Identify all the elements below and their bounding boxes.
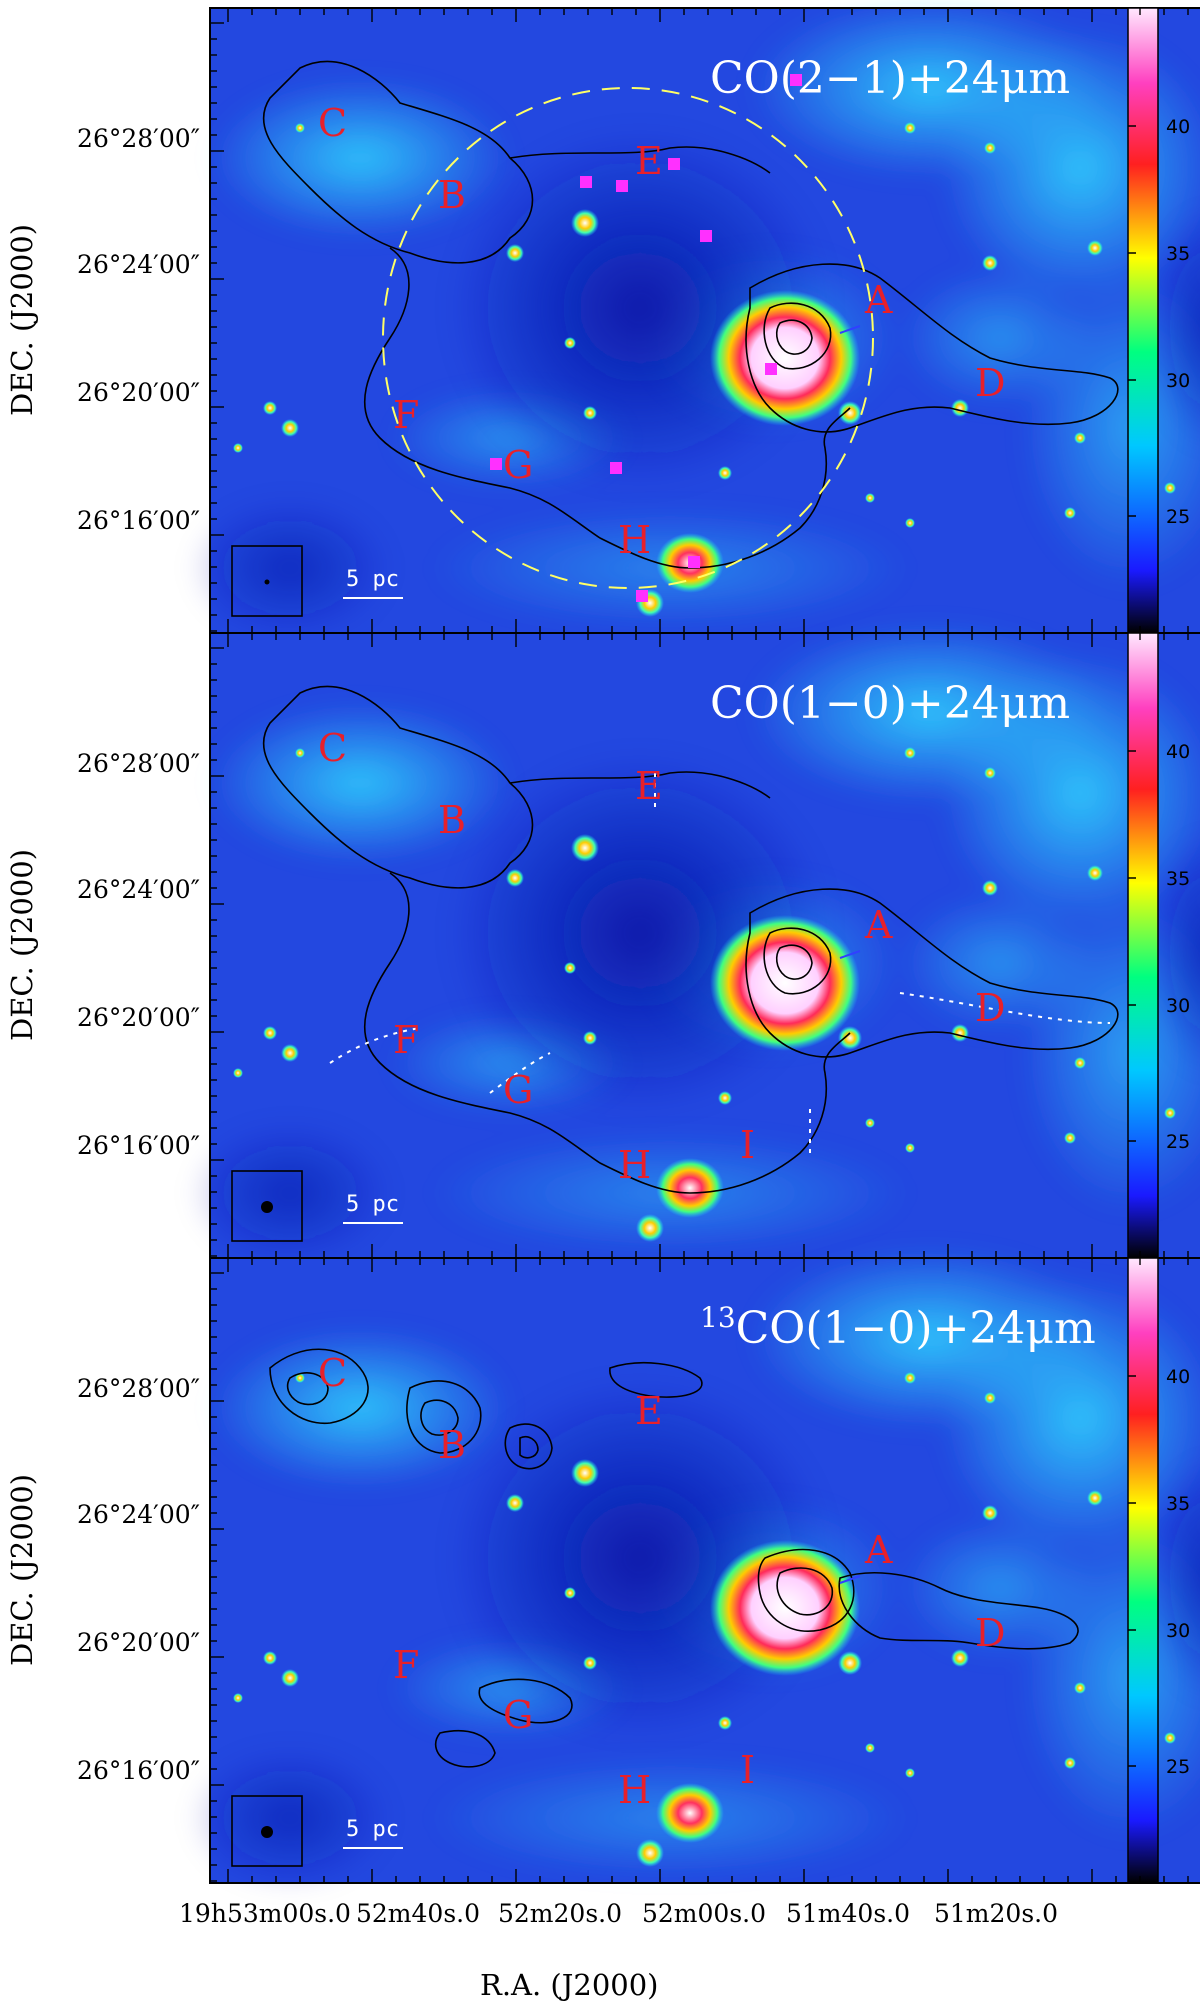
dec-tick-label: 26°16′00″ (77, 1756, 200, 1785)
x-axis-title: R.A. (J2000) (480, 1968, 659, 2002)
colorbar-3 (1127, 1257, 1159, 1884)
panel-3: 13CO(1−0)+24μm A B C D E F G H I 5 pc (190, 1248, 1200, 1888)
colorbar-tick-label: 40 (1166, 741, 1190, 763)
colorbar-tick-label: 25 (1166, 1756, 1190, 1778)
panel-3-title-superscript: 13 (700, 1301, 736, 1334)
colorbar-tick-label: 25 (1166, 1131, 1190, 1153)
panel-3-label-c: C (318, 1351, 347, 1395)
dec-tick-label: 26°20′00″ (77, 378, 200, 407)
panel-2-title: CO(1−0)+24μm (710, 678, 1070, 729)
dec-tick-label: 26°20′00″ (77, 1628, 200, 1657)
colorbar-tick-label: 30 (1166, 995, 1190, 1017)
y-axis-title-1: DEC. (J2000) (5, 224, 39, 416)
colorbar-tick-label: 35 (1166, 868, 1190, 890)
panel-2-label-d: D (975, 986, 1005, 1030)
panel-2-label-f: F (393, 1018, 419, 1062)
panel-2-label-a: A (864, 903, 893, 947)
panel-2-label-g: G (503, 1068, 533, 1112)
panel-2-scale-bar: 5 pc (346, 1192, 399, 1217)
dec-tick-label: 26°28′00″ (77, 124, 200, 153)
dec-tick-label: 26°16′00″ (77, 506, 200, 535)
colorbar-1 (1127, 7, 1159, 634)
colorbar-tick-label: 40 (1166, 116, 1190, 138)
panel-2: CO(1−0)+24μm A B C D E F G H I 5 pc (190, 623, 1200, 1263)
panel-3-label-f: F (393, 1643, 419, 1687)
panel-1-label-a: A (864, 278, 893, 322)
ra-tick-label: 52m20s.0 (498, 1899, 622, 1928)
panel-1-title: CO(2−1)+24μm (710, 53, 1070, 104)
panel-3-label-a: A (864, 1528, 893, 1572)
panel-3-label-b: B (438, 1423, 466, 1467)
panel-3-label-d: D (975, 1611, 1005, 1655)
ra-tick-label: 52m00s.0 (642, 1899, 766, 1928)
panel-3-label-i: I (740, 1748, 755, 1792)
panel-2-label-i: I (740, 1123, 755, 1167)
panel-2-label-e: E (635, 764, 663, 808)
colorbar-tick-label: 35 (1166, 243, 1190, 265)
panel-1-label-b: B (438, 173, 466, 217)
ra-tick-label: 51m40s.0 (786, 1899, 910, 1928)
colorbar-tick-label: 30 (1166, 1620, 1190, 1642)
panel-2-label-b: B (438, 798, 466, 842)
panel-3-label-h: H (618, 1768, 651, 1812)
dec-tick-label: 26°28′00″ (77, 749, 200, 778)
dec-tick-label: 26°20′00″ (77, 1003, 200, 1032)
ra-tick-labels: 19h53m00s.0 52m40s.0 52m20s.0 52m00s.0 51m40… (179, 1899, 1058, 1928)
dec-tick-labels: 26°28′00″ 26°24′00″ 26°20′00″ 26°16′00″ 26°2… (77, 124, 200, 1785)
y-axis-title-3: DEC. (J2000) (5, 1474, 39, 1666)
colorbar-tick-labels: 40 35 30 25 40 35 30 25 40 35 30 25 (1128, 116, 1190, 1778)
dec-tick-label: 26°24′00″ (77, 875, 200, 904)
panel-1-label-h: H (618, 518, 651, 562)
panel-1-label-d: D (975, 361, 1005, 405)
colorbar-tick-label: 25 (1166, 506, 1190, 528)
axis-ticks (210, 8, 1189, 1883)
panel-3-scale-bar: 5 pc (346, 1817, 399, 1842)
panel-3-title: 13CO(1−0)+24μm (700, 1301, 1096, 1354)
ra-tick-label: 51m20s.0 (934, 1899, 1058, 1928)
panel-1-label-f: F (393, 393, 419, 437)
colorbar-tick-label: 30 (1166, 370, 1190, 392)
panel-1: CO(2−1)+24μm A B C D E F G H 5 pc (190, 0, 1200, 638)
ra-tick-label: 19h53m00s.0 (179, 1899, 351, 1928)
colorbar-tick-label: 40 (1166, 1366, 1190, 1388)
colorbar-2 (1127, 632, 1159, 1259)
dec-tick-label: 26°28′00″ (77, 1374, 200, 1403)
panel-1-label-c: C (318, 101, 347, 145)
panel-1-scale-bar: 5 pc (346, 567, 399, 592)
panel-2-label-c: C (318, 726, 347, 770)
dec-tick-label: 26°24′00″ (77, 250, 200, 279)
panel-3-label-g: G (503, 1693, 533, 1737)
panel-3-label-e: E (635, 1389, 663, 1433)
dec-tick-label: 26°16′00″ (77, 1131, 200, 1160)
panel-3-title-main: CO(1−0)+24μm (736, 1303, 1096, 1354)
panel-1-label-g: G (503, 443, 533, 487)
panel-2-label-h: H (618, 1143, 651, 1187)
dec-tick-label: 26°24′00″ (77, 1500, 200, 1529)
colorbar-tick-label: 35 (1166, 1493, 1190, 1515)
panel-1-label-e: E (635, 139, 663, 183)
y-axis-title-2: DEC. (J2000) (5, 849, 39, 1041)
ra-tick-label: 52m40s.0 (356, 1899, 480, 1928)
